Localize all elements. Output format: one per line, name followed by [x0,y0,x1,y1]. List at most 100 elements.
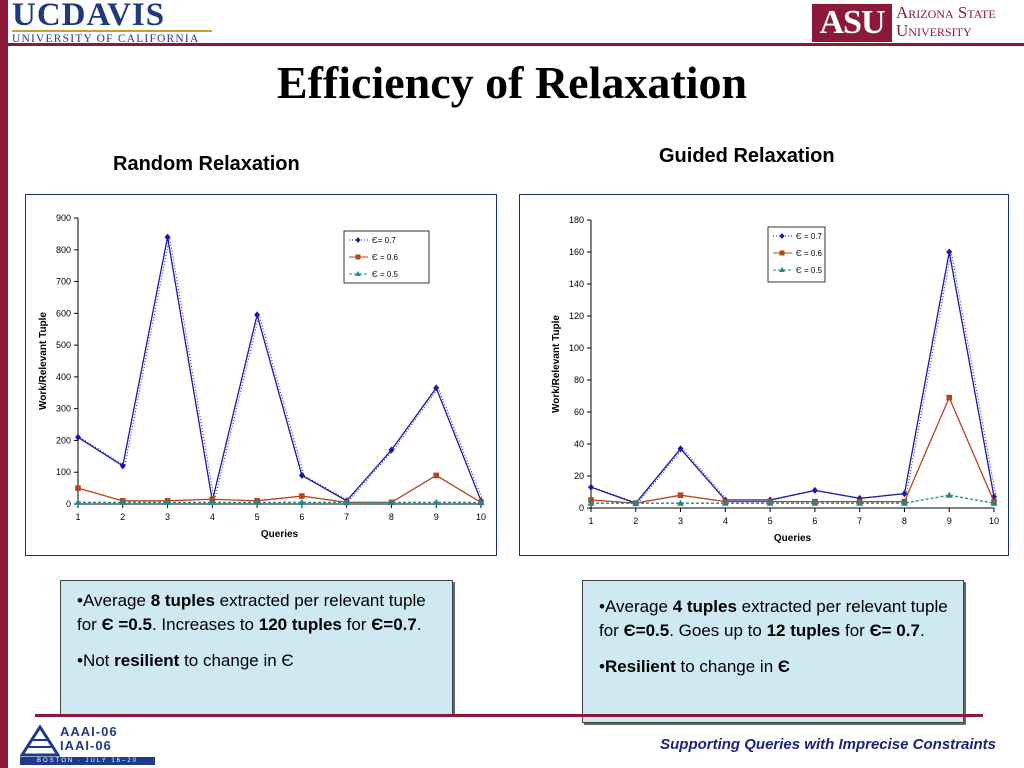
x-tick-label: 4 [723,516,728,526]
y-tick-label: 500 [56,340,71,350]
data-point-diamond [901,490,908,498]
right-chart-subtitle: Guided Relaxation [659,145,835,167]
y-tick-label: 100 [569,343,584,353]
data-point-diamond [677,445,684,453]
y-axis-label: Work/Relevant Tuple [38,312,49,410]
aaai-triangle-icon [20,725,60,757]
data-point-triangle [677,499,685,506]
left-chart-subtitle: Random Relaxation [113,153,300,175]
y-tick-label: 160 [569,247,584,257]
y-tick-label: 180 [569,215,584,225]
guided-relaxation-chart: 0 20 40 60 80 100 120 140 160 180 1 2 3 4 5 6 7 8 9 10 Queri… [551,215,999,544]
x-tick-label: 8 [389,512,394,522]
x-tick-label: 6 [299,512,304,522]
y-tick-label: 100 [56,467,71,477]
data-point-triangle [632,499,640,506]
data-point-diamond [254,311,261,319]
asu-logo-line1: Arizona State [896,3,996,22]
asu-logo-mark: ASU [812,4,892,42]
x-tick-label: 1 [588,516,593,526]
aaai-logo-text: AAAI-06 IAAI-06 [60,725,118,753]
uc-davis-logo: UCDAVIS UNIVERSITY OF CALIFORNIA [12,0,217,45]
legend-label: Є = 0.6 [372,253,399,262]
data-point-diamond [588,483,594,491]
y-axis-label: Work/Relevant Tuple [551,315,562,413]
x-tick-label: 7 [857,516,862,526]
x-tick-label: 5 [255,512,260,522]
data-point-square [677,492,684,498]
note-right-bullet-1: •Average 4 tuples extracted per relevant… [599,597,948,640]
y-tick-label: 0 [66,499,71,509]
series-trend-line [79,236,484,502]
data-point-square [946,394,953,401]
data-point-triangle [900,499,908,506]
y-tick-label: 600 [56,308,71,318]
data-point-triangle [119,498,127,505]
data-point-square [433,472,440,479]
x-tick-label: 7 [344,512,349,522]
data-point-diamond [946,248,953,256]
x-tick-label: 1 [75,512,80,522]
x-tick-label: 6 [812,516,817,526]
series-line [77,236,482,502]
y-tick-label: 20 [574,471,584,481]
y-tick-label: 0 [579,503,584,513]
x-tick-label: 3 [678,516,683,526]
y-tick-label: 400 [56,372,71,382]
x-axis-label: Queries [261,529,299,540]
y-tick-label: 300 [56,404,71,414]
series-line [590,251,995,504]
uc-davis-logo-main: UCDAVIS [12,0,166,33]
guided-relaxation-note: •Average 4 tuples extracted per relevant… [582,580,964,723]
legend-marker [355,271,361,276]
aaai-logo-bar: BOSTON · JULY 16–20 [20,757,155,765]
asu-logo-line2: University [896,21,972,40]
x-tick-label: 8 [902,516,907,526]
data-point-diamond [811,486,818,494]
uc-davis-logo-sub: UNIVERSITY OF CALIFORNIA [12,30,212,45]
series-line [591,494,995,504]
x-tick-label: 10 [989,516,999,526]
y-tick-label: 80 [574,375,584,385]
data-point-triangle [387,498,395,505]
random-relaxation-chart: 0 100 200 300 400 500 600 700 800 900 1 2 3 4 5 6 7 8 9 10 Q… [38,213,486,540]
aaai-logo: AAAI-06 IAAI-06 BOSTON · JULY 16–20 [20,725,155,765]
asu-logo-text: Arizona State University [896,4,996,40]
data-point-triangle [432,498,440,505]
data-point-diamond [119,462,126,470]
y-tick-label: 60 [574,407,584,417]
x-tick-label: 10 [476,512,486,522]
x-tick-label: 5 [768,516,773,526]
legend-marker [779,233,785,239]
data-point-triangle [253,498,261,505]
y-tick-label: 800 [56,245,71,255]
x-tick-label: 2 [633,516,638,526]
data-point-triangle [856,499,864,506]
data-point-square [299,493,305,499]
series-trend-line [592,251,997,504]
data-point-triangle [990,499,998,506]
x-tick-label: 9 [947,516,952,526]
y-tick-label: 140 [569,279,584,289]
slide-title: Efficiency of Relaxation [276,57,748,108]
series-line [590,395,995,504]
x-tick-label: 9 [434,512,439,522]
legend-box [767,226,826,283]
legend-marker [779,250,785,256]
legend-label: Є = 0.6 [796,249,823,258]
y-tick-label: 900 [56,213,71,223]
data-point-diamond [433,384,440,392]
footer-text: Supporting Queries with Imprecise Constr… [660,736,996,753]
aaai-logo-line2: IAAI-06 [60,738,112,753]
y-tick-label: 700 [56,277,71,287]
legend-label: Є = 0.7 [796,232,823,241]
legend-label: Є = 0.5 [372,270,399,279]
legend-label: Є = 0.5 [796,266,823,275]
data-point-triangle [811,499,819,506]
note-right-bullet-2: •Resilient to change in Є [599,657,790,676]
random-relaxation-note: •Average 8 tuples extracted per relevant… [60,580,453,715]
legend-marker [779,267,785,272]
data-point-triangle [721,499,729,506]
note-left-bullet-2: •Not resilient to change in Є [77,651,294,670]
data-point-triangle [164,498,172,505]
